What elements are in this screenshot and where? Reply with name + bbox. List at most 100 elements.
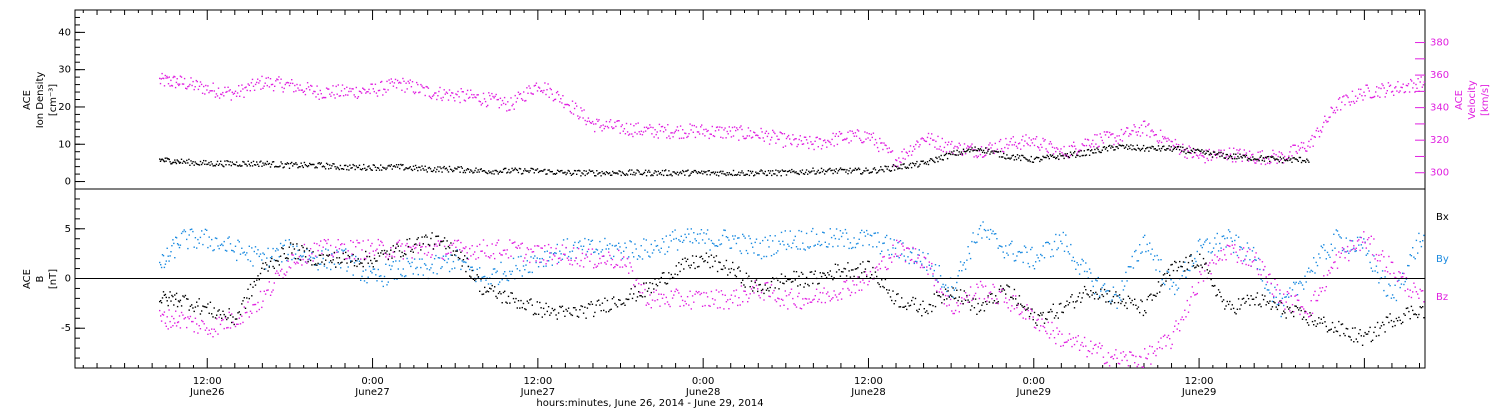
data-point <box>1380 277 1383 279</box>
data-point <box>179 161 182 164</box>
data-point <box>1299 280 1301 283</box>
data-point <box>171 245 173 247</box>
data-point <box>338 168 340 171</box>
data-point <box>871 136 873 139</box>
data-point <box>440 267 442 270</box>
data-point <box>430 256 432 258</box>
data-point <box>921 264 923 267</box>
data-point <box>353 164 355 167</box>
data-point <box>862 172 864 174</box>
data-point <box>1062 153 1064 156</box>
data-point <box>254 303 257 306</box>
data-point <box>544 251 546 253</box>
data-point <box>497 292 500 295</box>
data-point <box>527 271 530 274</box>
data-point <box>635 123 637 125</box>
data-point <box>1393 94 1395 96</box>
data-point <box>1016 154 1019 156</box>
data-point <box>189 83 191 86</box>
data-point <box>597 173 599 175</box>
data-point <box>296 243 298 245</box>
data-point <box>1258 158 1260 160</box>
data-point <box>1420 76 1422 78</box>
data-point <box>1129 266 1131 268</box>
data-point <box>1223 157 1225 159</box>
data-point <box>347 94 349 96</box>
data-point <box>1134 362 1136 364</box>
data-point <box>273 259 275 261</box>
data-point <box>966 150 968 152</box>
data-point <box>1384 276 1386 278</box>
data-point <box>793 170 795 172</box>
data-point <box>1122 133 1125 136</box>
data-point <box>383 275 386 278</box>
data-point <box>728 308 730 310</box>
data-point <box>719 171 721 173</box>
data-point <box>1095 279 1097 281</box>
data-point <box>506 110 508 112</box>
data-point <box>1087 148 1090 151</box>
data-point <box>428 244 431 246</box>
data-point <box>1154 148 1156 150</box>
data-point <box>1174 293 1176 296</box>
data-point <box>709 133 711 135</box>
data-point <box>589 243 591 245</box>
data-point <box>1407 288 1409 290</box>
data-point <box>944 294 947 297</box>
data-point <box>606 125 609 128</box>
data-point <box>817 169 819 172</box>
data-point <box>1017 143 1020 145</box>
data-point <box>495 271 497 274</box>
data-point <box>539 261 541 264</box>
data-point <box>194 86 196 88</box>
data-point <box>537 266 540 268</box>
data-point <box>762 172 764 174</box>
data-point <box>665 169 667 171</box>
data-point <box>1408 265 1410 267</box>
data-point <box>811 143 813 146</box>
data-point <box>714 130 717 132</box>
data-point <box>170 79 172 82</box>
data-point <box>710 133 712 135</box>
data-point <box>598 119 600 121</box>
data-point <box>1124 130 1127 133</box>
data-point <box>1281 302 1284 304</box>
data-point <box>609 174 612 176</box>
data-point <box>491 273 493 275</box>
data-point <box>731 174 734 177</box>
data-point <box>433 94 435 96</box>
data-point <box>1215 263 1217 265</box>
data-point <box>1264 163 1267 166</box>
data-point <box>420 169 422 171</box>
data-point <box>571 314 574 317</box>
data-point <box>1156 149 1159 151</box>
data-point <box>1202 243 1205 246</box>
data-point <box>323 239 326 241</box>
data-point <box>268 281 270 283</box>
data-point <box>1253 160 1255 162</box>
data-point <box>1241 262 1244 265</box>
data-point <box>735 242 738 245</box>
data-point <box>207 85 209 87</box>
data-point <box>739 126 741 129</box>
data-point <box>1162 335 1165 338</box>
data-point <box>378 244 381 246</box>
data-point <box>625 246 627 249</box>
data-point <box>435 92 437 94</box>
data-point <box>203 159 205 162</box>
data-point <box>895 165 897 167</box>
data-point <box>286 271 288 273</box>
data-point <box>773 131 775 133</box>
data-point <box>1150 253 1152 255</box>
data-point <box>1291 155 1293 157</box>
data-point <box>211 90 213 92</box>
data-point <box>1023 145 1025 147</box>
data-point <box>902 245 904 247</box>
data-point <box>291 253 293 256</box>
data-point <box>1168 145 1170 147</box>
data-point <box>989 291 992 293</box>
data-point <box>612 170 614 173</box>
data-point <box>874 232 877 234</box>
data-point <box>1151 346 1153 348</box>
time-tick-label: 12:00 <box>523 376 552 387</box>
